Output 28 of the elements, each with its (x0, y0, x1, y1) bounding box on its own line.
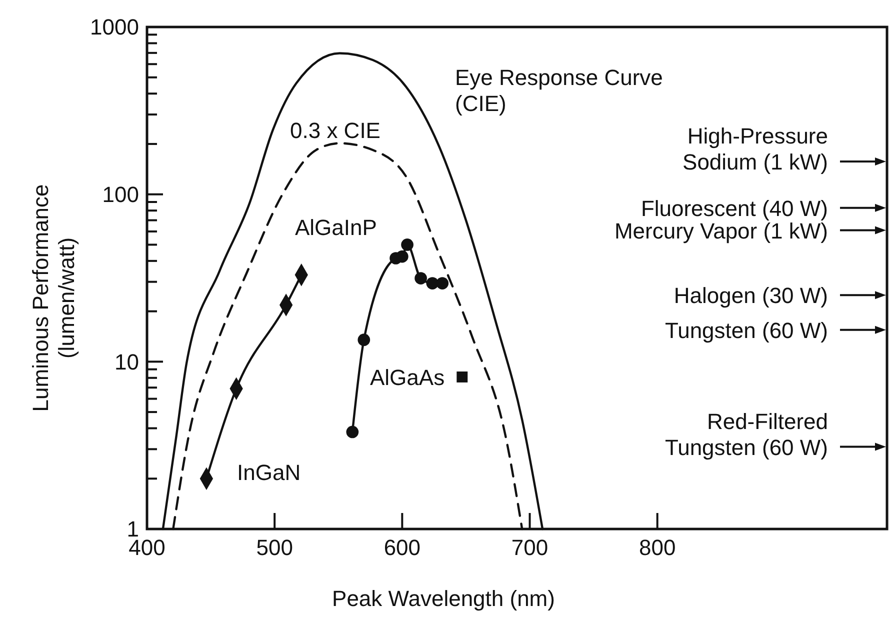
ref-line-label: Tungsten (60 W) (664, 318, 828, 343)
point (346, 426, 359, 438)
y-tick-label: 10 (114, 349, 139, 374)
series-label: Eye Response Curve (CIE) (455, 65, 663, 116)
series-label: AlGaAs (370, 365, 445, 390)
point (426, 277, 439, 290)
series-label: AlGaInP (295, 215, 377, 240)
ref-line-label: Halogen (30 W) (674, 283, 828, 308)
point (456, 372, 468, 382)
point (396, 250, 408, 263)
x-axis-title: Peak Wavelength (nm) (332, 586, 555, 611)
series-label: 0.3 x CIE (290, 118, 380, 143)
point (401, 238, 414, 251)
point (414, 272, 427, 284)
x-tick-label: 600 (384, 535, 421, 560)
series-label: InGaN (237, 460, 301, 485)
y-tick-label: 1000 (90, 14, 139, 40)
ref-line-label: Red-Filtered Tungsten (60 W) (664, 408, 828, 460)
y-axis-title: Luminous Performance (lumen/watt) (28, 184, 79, 412)
x-tick-label: 700 (511, 535, 548, 560)
y-tick-label: 100 (102, 182, 139, 208)
ref-line-label: High-Pressure Sodium (1 kW) (682, 124, 828, 175)
point (436, 277, 449, 290)
x-tick-label: 400 (128, 535, 166, 560)
point (358, 334, 370, 346)
ref-line-label: Fluorescent (40 W) (640, 196, 828, 221)
x-tick-label: 800 (638, 535, 676, 560)
x-tick-label: 500 (256, 535, 293, 560)
